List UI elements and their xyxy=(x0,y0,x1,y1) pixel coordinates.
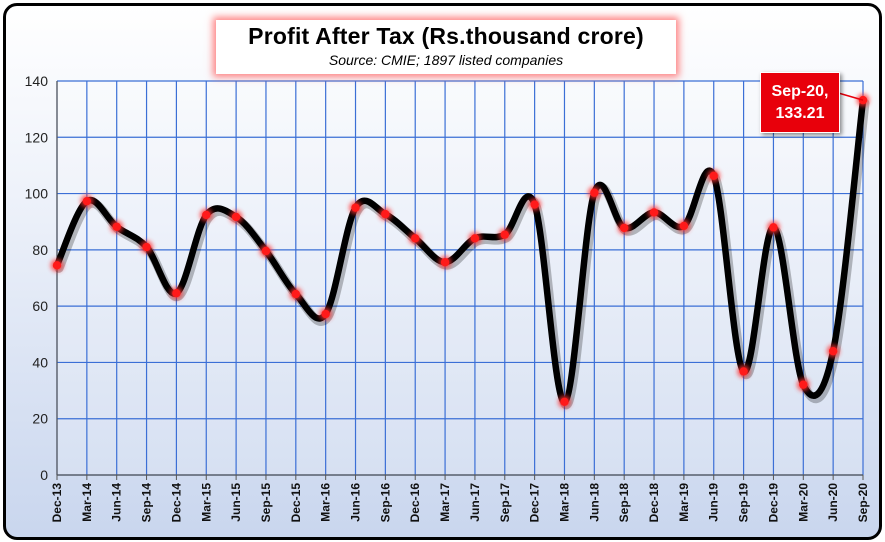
y-tick-label: 60 xyxy=(32,298,48,314)
grid xyxy=(56,80,864,476)
x-tick-label: Dec-14 xyxy=(169,483,183,523)
x-tick-label: Dec-18 xyxy=(647,483,661,523)
data-point xyxy=(560,397,569,407)
chart-title: Profit After Tax (Rs.thousand crore) xyxy=(248,23,644,49)
chart-frame: 0 20 40 60 80 100 120 140 Dec-13 Mar-14 Jun-14 Sep-… xyxy=(3,3,882,540)
x-tick-label: Sep-18 xyxy=(617,483,631,523)
data-point xyxy=(172,288,181,298)
x-tick-label: Jun-19 xyxy=(707,483,721,522)
x-tick-label: Sep-15 xyxy=(259,483,273,523)
x-tick-label: Jun-20 xyxy=(826,483,840,522)
data-point xyxy=(470,234,480,243)
data-point xyxy=(590,188,599,197)
x-tick-label: Mar-20 xyxy=(796,483,810,522)
x-tick-label: Jun-17 xyxy=(468,483,482,522)
data-point xyxy=(231,212,241,222)
data-point xyxy=(769,223,778,232)
callout-label-date: Sep-20, xyxy=(771,82,829,100)
title-box: Profit After Tax (Rs.thousand crore) Sou… xyxy=(216,20,676,74)
data-point xyxy=(799,380,808,389)
chart-subtitle: Source: CMIE; 1897 listed companies xyxy=(328,52,564,68)
data-point xyxy=(828,346,838,356)
x-tick-label: Mar-14 xyxy=(80,483,94,522)
x-tick-label: Mar-19 xyxy=(677,483,691,522)
y-tick-label: 20 xyxy=(32,411,48,427)
line-chart: 0 20 40 60 80 100 120 140 Dec-13 Mar-14 Jun-14 Sep-… xyxy=(25,73,870,522)
x-tick-label: Jun-18 xyxy=(587,483,601,522)
data-point xyxy=(709,171,718,181)
data-point xyxy=(261,246,271,256)
y-tick-label: 40 xyxy=(32,354,48,370)
data-point xyxy=(649,208,659,217)
x-tick-label: Mar-15 xyxy=(199,483,213,522)
data-point xyxy=(142,242,151,252)
last-value-callout: Sep-20, 133.21 xyxy=(760,72,840,133)
data-point xyxy=(530,200,539,209)
data-point xyxy=(500,230,509,239)
y-tick-label: 100 xyxy=(25,186,49,202)
callout-label-value: 133.21 xyxy=(775,104,825,122)
y-tick-label: 0 xyxy=(40,467,48,483)
x-tick-label: Mar-16 xyxy=(319,483,333,522)
data-point xyxy=(112,222,121,231)
data-point xyxy=(739,367,748,376)
y-tick-label: 140 xyxy=(25,73,49,89)
x-tick-label: Jun-15 xyxy=(229,483,243,522)
x-tick-label: Dec-13 xyxy=(50,483,64,523)
x-tick-label: Sep-14 xyxy=(140,483,154,523)
x-tick-label: Dec-19 xyxy=(766,483,780,523)
x-tick-label: Mar-17 xyxy=(438,483,452,522)
x-tick-label: Sep-17 xyxy=(498,483,512,523)
tick-labels: 0 20 40 60 80 100 120 140 Dec-13 Mar-14 Jun-14 Sep-… xyxy=(25,73,870,522)
data-point xyxy=(291,289,301,299)
data-point xyxy=(679,221,689,231)
data-point xyxy=(619,223,629,233)
x-tick-label: Dec-15 xyxy=(289,483,303,523)
data-point xyxy=(202,210,211,220)
data-point xyxy=(351,203,360,212)
x-tick-label: Dec-17 xyxy=(528,483,542,523)
x-tick-label: Mar-18 xyxy=(557,483,571,522)
x-tick-label: Jun-16 xyxy=(349,483,363,522)
y-tick-label: 120 xyxy=(25,129,49,145)
x-tick-label: Sep-20 xyxy=(856,483,870,523)
data-point xyxy=(82,196,92,206)
data-points xyxy=(50,89,870,409)
x-tick-label: Sep-16 xyxy=(378,483,392,523)
data-point xyxy=(381,209,390,219)
data-point xyxy=(52,261,62,270)
x-tick-label: Sep-19 xyxy=(737,483,751,523)
axes xyxy=(56,81,864,480)
y-tick-label: 80 xyxy=(32,242,48,258)
data-point xyxy=(411,234,420,243)
x-tick-label: Dec-16 xyxy=(408,483,422,523)
data-point xyxy=(321,309,330,319)
x-tick-label: Jun-14 xyxy=(110,483,124,522)
data-point xyxy=(440,258,450,267)
data-point xyxy=(858,95,868,105)
plot-area xyxy=(57,81,863,475)
